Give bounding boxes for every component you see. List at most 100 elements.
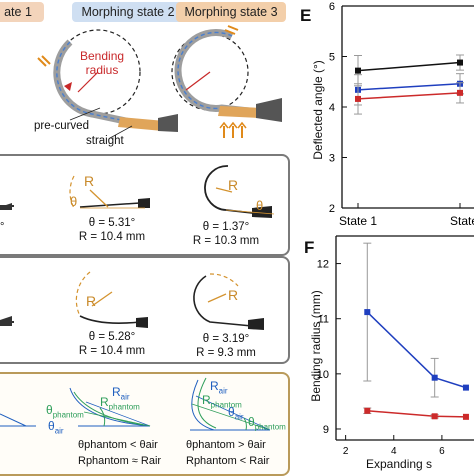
b2-theta-phantom-sub: phantom — [52, 410, 84, 420]
b3-ineq2: Rphantom < Rair — [186, 455, 270, 467]
chart-e-point — [355, 95, 361, 102]
row1-s3-theta: θ — [256, 198, 264, 213]
b3-R-air: Rair — [210, 380, 228, 395]
chart-e-series-line — [357, 92, 461, 100]
tab-morphing-state-3: Morphing state 3 — [176, 2, 286, 22]
row1-s2-radius: R = 10.4 mm — [78, 231, 146, 244]
b2-R-air-sub: air — [120, 392, 130, 402]
b2-theta-phantom-symbol: θ — [46, 403, 53, 417]
chart-e-xtick-label: State 1 — [339, 214, 377, 228]
chart-e-point — [355, 67, 361, 74]
b3-theta-air: θair — [228, 406, 244, 421]
b2-theta-phantom: θphantom — [46, 404, 84, 419]
chart-f-point — [462, 413, 469, 420]
chart-e-ytick-label: 5 — [329, 52, 335, 64]
chart-e-series-line — [357, 61, 461, 72]
chart-e-ytick-label: 3 — [329, 153, 335, 165]
arc-r1-s3 — [204, 165, 263, 215]
chart-f-ytick-label: 12 — [317, 259, 329, 271]
row2-s3-R: R — [228, 287, 239, 303]
tab-state-1: ate 1 — [0, 2, 44, 22]
b3-theta-air-sub: air — [234, 412, 244, 422]
chart-f-point — [431, 413, 438, 420]
chart-f-series-line — [367, 410, 466, 418]
row2-s2-R: R — [86, 293, 97, 309]
b3-theta-air-symbol: θ — [228, 405, 235, 419]
b2-R-phantom-sub: phantom — [108, 402, 140, 412]
chart-e-ytick-label: 2 — [329, 203, 335, 215]
panel-e-letter: E — [300, 6, 312, 25]
orange-tip-3 — [218, 106, 262, 118]
tab-morphing-state-2: Morphing state 2 — [72, 2, 184, 22]
arc-r1-s2 — [69, 175, 75, 209]
chart-f-point — [462, 384, 469, 391]
chart-f-ytick-label: 9 — [323, 424, 329, 436]
b2-theta-air-symbol: θ — [48, 419, 55, 433]
chart-e-xtick-label: State — [450, 214, 474, 228]
chart-f-xtick-label: 2 — [343, 446, 349, 457]
straight-label: straight — [86, 135, 124, 147]
b2-theta-air-sub: air — [54, 426, 64, 436]
panel-f-letter: F — [304, 238, 315, 257]
row2-panel — [0, 256, 290, 364]
panel-f-xlabel: Expanding s — [366, 457, 433, 471]
b3-theta-phantom-sub: phantom — [254, 422, 286, 432]
bending-radius-label: Bending radius — [80, 49, 125, 77]
row2-s2-radius: R = 10.4 mm — [78, 345, 146, 358]
b2-R-air: Rair — [112, 386, 130, 401]
b2-ineq2: Rphantom ≈ Rair — [78, 455, 162, 467]
b3-R-air-sub: air — [218, 386, 228, 396]
chart-e-point — [457, 89, 463, 96]
row1-s3-measure: θ = 1.37° R = 10.3 mm — [186, 220, 266, 249]
row1-s3-R: R — [228, 177, 239, 193]
tab-morphing-state-3-label: Morphing state 3 — [184, 5, 278, 19]
b3-theta-phantom-symbol: θ — [248, 415, 255, 429]
chart-f-point — [364, 407, 371, 414]
tab-morphing-state-2-label: Morphing state 2 — [81, 5, 175, 19]
b3-theta-phantom: θphantom — [248, 416, 286, 431]
chart-f-xtick-label: 6 — [439, 446, 445, 457]
radius-line-2 — [77, 71, 99, 93]
arc-r2-s3 — [193, 275, 253, 327]
row1-left-partial: ° — [0, 221, 5, 233]
row1-s2-R: R — [84, 173, 95, 189]
chart-f-ytick-label: 10 — [317, 369, 329, 381]
b2-R-phantom-symbol: R — [100, 395, 109, 409]
b3-R-phantom: Rphantom — [202, 394, 242, 409]
row2-s3-radius: R = 9.3 mm — [196, 347, 256, 360]
chart-e-series-line — [357, 83, 461, 91]
row2-s2-measure: θ = 5.28° R = 10.4 mm — [72, 330, 152, 359]
chart-f-ytick-label: 11 — [318, 314, 329, 326]
row2-s3-measure: θ = 3.19° R = 9.3 mm — [186, 332, 266, 361]
row2-s3-angle: θ = 3.19° — [202, 333, 250, 345]
tab-state-1-label: ate 1 — [4, 5, 32, 19]
b3-ineq1: θphantom > θair — [186, 439, 266, 451]
b2-ineq1: θphantom < θair — [78, 439, 158, 451]
precurved-label: pre-curved — [34, 120, 89, 132]
chart-f-series-line — [366, 311, 467, 389]
chart-f-point — [364, 309, 371, 316]
chart-f-point — [431, 374, 438, 381]
b3-R-phantom-sub: phantom — [210, 400, 242, 410]
b3-R-phantom-symbol: R — [202, 393, 211, 407]
row1-s3-angle: θ = 1.37° — [202, 221, 250, 233]
row1-s3-radius: R = 10.3 mm — [192, 235, 260, 248]
b2-R-phantom: Rphantom — [100, 396, 140, 411]
chart-e-ytick-label: 4 — [329, 102, 335, 114]
arc-r2-s2 — [75, 271, 91, 317]
b2-theta-air: θair — [48, 420, 64, 435]
row1-s2-angle: θ = 5.31° — [88, 217, 136, 229]
b2-R-air-symbol: R — [112, 385, 121, 399]
row2-s2-angle: θ = 5.28° — [88, 331, 136, 343]
row1-s2-measure: θ = 5.31° R = 10.4 mm — [72, 216, 152, 245]
b3-R-air-symbol: R — [210, 379, 219, 393]
chart-e-point — [457, 59, 463, 66]
chart-f-xtick-label: 4 — [391, 446, 397, 457]
row1-s2-theta: θ — [70, 194, 78, 209]
